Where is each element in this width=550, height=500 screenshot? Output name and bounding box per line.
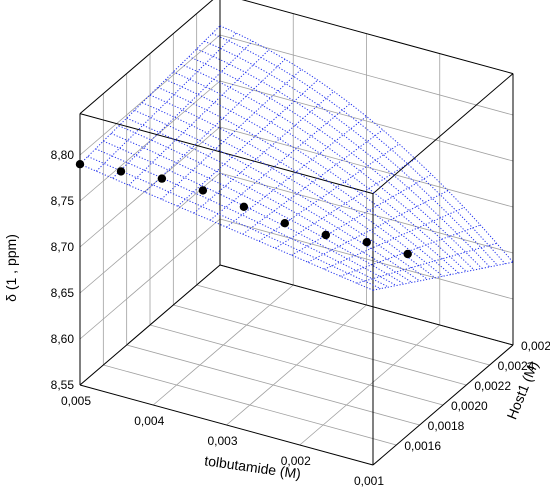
surface-line [193,91,335,214]
tick-labels: 8,55 8,60 8,65 8,70 8,75 8,80 0,005 0,004 0,003 0… [51,148,550,488]
surface-line [196,48,491,268]
x-tick-label: 0,004 [134,414,164,428]
surface-line [211,33,506,265]
surface-line [165,79,459,274]
surface-line [79,163,374,291]
box-edge [79,384,374,466]
z-tick-label: 8,55 [51,378,75,392]
surface-line [144,58,286,193]
axis-box [79,0,514,466]
box-edge [219,264,514,346]
data-point [239,202,249,211]
grid-line [126,344,420,426]
surface-line [173,71,467,272]
x-tick-label: 0,001 [354,474,384,488]
grid-line [196,284,490,366]
surface-line [219,25,514,263]
z-tick-label: 8,60 [51,332,75,346]
grid-line [149,324,444,406]
surface-line [118,125,413,283]
z-axis-label: δ (1 , ppm) [3,234,19,302]
data-point [75,160,85,169]
surface-line [204,40,498,266]
surface-line [177,79,319,207]
surface-line [157,86,452,275]
surface-line [149,94,444,277]
surface-line [87,156,382,290]
box-edge [79,113,374,195]
data-point [362,238,371,247]
fitted-surface [79,25,514,291]
y-tick-label: 0,0022 [474,379,511,393]
y-tick-label: 0,0026 [521,339,550,353]
data-point [280,219,289,228]
box-edge [79,0,214,114]
surface-line [258,143,400,242]
y-tick-label: 0,0024 [498,359,535,373]
x-tick-label: 0,003 [207,434,237,448]
surface-line [95,148,389,288]
surface-line [110,132,405,285]
surface-line [209,103,351,221]
box-edge [372,73,514,194]
surface-line [323,207,465,270]
data-point [157,174,167,183]
box-edge [79,264,221,386]
grid-line [173,304,467,386]
y-tick-label: 0,0018 [428,419,465,433]
surface-line [180,63,475,271]
surface-line [161,68,302,200]
z-tick-label: 8,70 [51,240,75,254]
data-points [75,160,412,259]
z-tick-label: 8,80 [51,148,75,162]
surface-line [242,129,384,235]
surface-line [188,56,483,269]
data-point [321,230,330,240]
surface-line [142,102,436,279]
y-tick-label: 0,0016 [404,439,441,453]
z-tick-label: 8,65 [51,286,75,300]
data-point [116,167,126,176]
data-point [198,186,208,195]
x-tick-label: 0,002 [281,454,311,468]
surface-line [307,190,449,263]
surface-line [134,109,428,280]
box-edge [241,0,514,75]
box-edge [372,344,514,466]
x-tick-label: 0,005 [61,394,91,408]
data-point [403,249,412,259]
grid-line [103,364,397,446]
surface-line [340,224,481,277]
surface-line [126,117,420,282]
y-tick-label: 0,0020 [451,399,488,413]
z-tick-label: 8,75 [51,194,75,208]
